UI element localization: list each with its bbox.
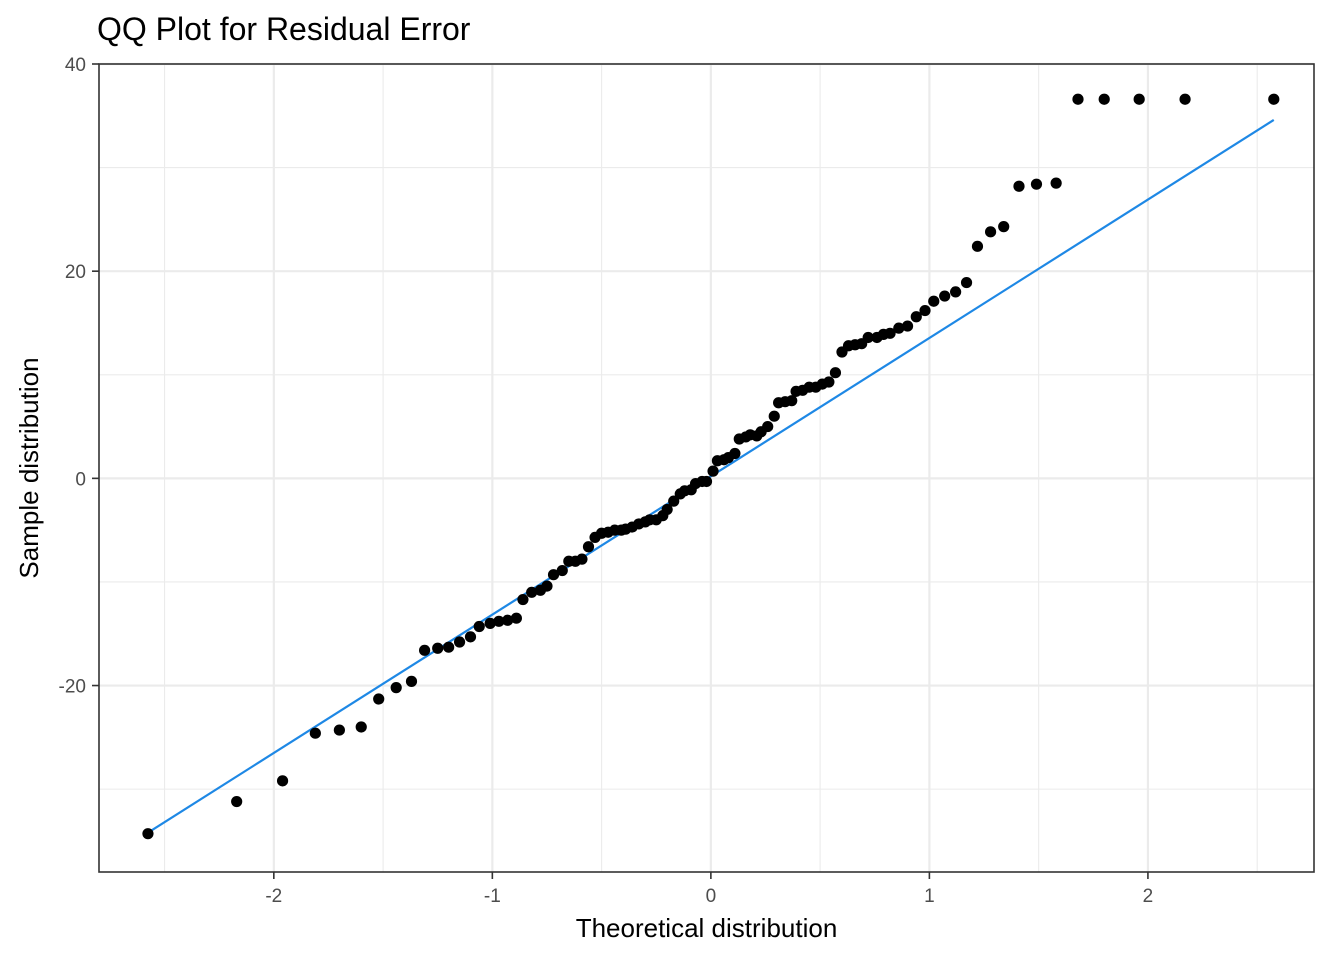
data-point <box>142 828 154 840</box>
data-point <box>541 580 553 592</box>
data-point <box>971 240 984 252</box>
panel-border <box>98 63 1315 873</box>
data-point <box>517 593 529 606</box>
y-tick-label: 0 <box>75 469 86 490</box>
data-point <box>473 620 485 633</box>
data-point <box>355 721 367 733</box>
data-point <box>1072 93 1084 105</box>
data-point <box>453 636 466 648</box>
data-point <box>464 631 477 643</box>
data-point <box>1133 93 1145 105</box>
data-point <box>884 327 896 339</box>
data-point <box>862 331 874 344</box>
data-point <box>419 644 431 656</box>
data-point <box>984 226 997 238</box>
data-point <box>510 612 522 624</box>
data-point <box>707 465 719 477</box>
data-point <box>1030 178 1043 190</box>
data-point <box>939 290 951 302</box>
data-point <box>309 727 321 739</box>
data-point <box>823 376 835 388</box>
x-tick-label: -2 <box>265 886 282 907</box>
data-point <box>276 775 289 787</box>
data-point <box>432 642 444 654</box>
x-axis-title: Theoretical distribution <box>576 913 838 943</box>
data-point <box>919 304 931 317</box>
data-point <box>960 276 973 289</box>
data-point <box>901 320 914 332</box>
data-point <box>910 311 922 323</box>
data-point <box>333 724 345 736</box>
y-tick-label: 40 <box>65 55 86 76</box>
x-tick-label: -1 <box>484 886 501 907</box>
points-layer <box>142 93 1280 840</box>
data-point <box>998 221 1010 233</box>
data-point <box>762 420 774 433</box>
data-point <box>700 475 713 488</box>
chart-title: QQ Plot for Residual Error <box>97 11 471 47</box>
data-point <box>526 586 538 598</box>
data-point <box>729 447 741 460</box>
data-point <box>893 322 905 334</box>
data-point <box>1268 93 1280 105</box>
data-point <box>928 295 940 307</box>
x-tick-label: 1 <box>924 886 935 907</box>
data-point <box>950 286 962 298</box>
y-axis-title: Sample distribution <box>14 357 44 578</box>
grid <box>99 62 1314 872</box>
reference-line <box>147 119 1275 834</box>
data-point <box>1013 180 1025 192</box>
data-point <box>829 367 842 379</box>
data-point <box>373 693 385 705</box>
y-tick-label: 20 <box>65 262 86 283</box>
data-point <box>668 495 680 507</box>
data-point <box>768 410 780 422</box>
data-point <box>1098 93 1110 105</box>
data-point <box>1050 177 1062 189</box>
data-point <box>582 541 595 553</box>
data-point <box>443 641 455 653</box>
reference-line-layer <box>147 119 1275 834</box>
data-point <box>502 614 514 626</box>
data-point <box>556 564 568 577</box>
data-point <box>786 395 798 407</box>
data-point <box>484 617 496 629</box>
data-point <box>576 553 588 565</box>
x-tick-label: 2 <box>1143 886 1154 907</box>
x-axis: -2 -1 0 1 2 <box>265 872 1153 907</box>
y-axis: -20 0 20 40 <box>59 55 99 698</box>
data-point <box>547 569 560 581</box>
data-point <box>390 682 402 694</box>
x-tick-label: 0 <box>706 886 717 907</box>
data-point <box>493 615 505 627</box>
data-point <box>1179 93 1191 105</box>
data-point <box>405 675 418 687</box>
y-tick-label: -20 <box>59 677 86 698</box>
data-point <box>231 795 243 808</box>
data-point <box>661 503 673 516</box>
